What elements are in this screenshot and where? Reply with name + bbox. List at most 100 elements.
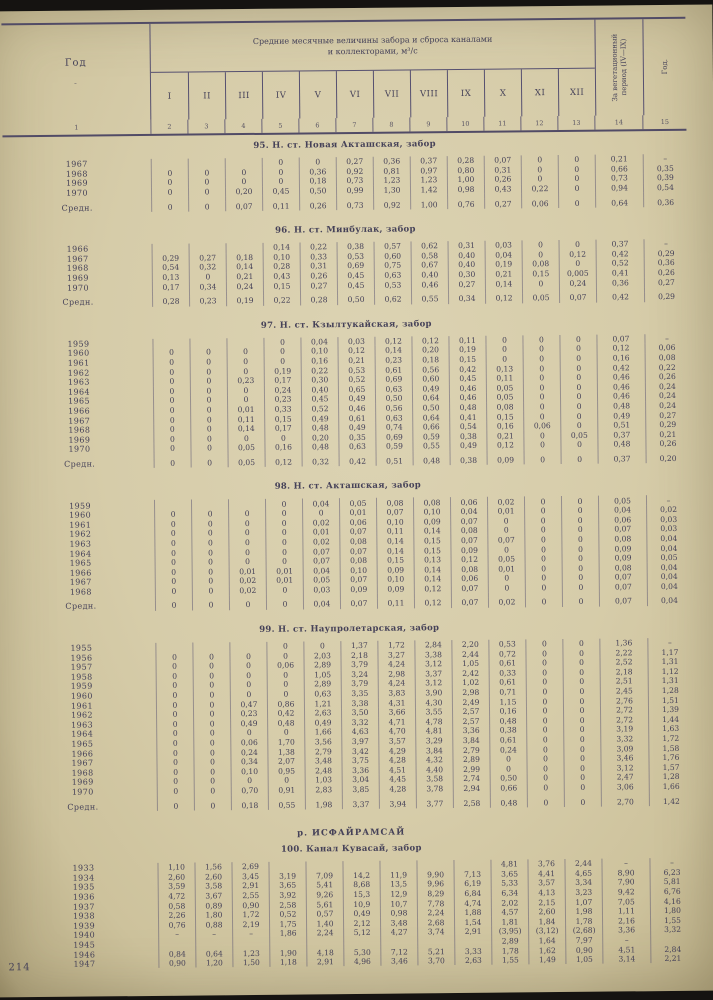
- value-month-II: 0: [191, 547, 229, 558]
- value-month-X: 0,02: [487, 597, 526, 608]
- value-month-V: [306, 937, 344, 948]
- value-vegetation-period: 8,90: [601, 867, 650, 878]
- value-vegetation-period: 0,46: [596, 391, 646, 402]
- value-month-XII: (2,68): [565, 925, 603, 936]
- value-month-I: 0: [156, 747, 194, 758]
- value-month-VIII: 1,00: [410, 199, 448, 210]
- value-month-V: 0,57: [305, 908, 344, 919]
- value-month-VII: 0,81: [372, 166, 410, 176]
- value-vegetation-period: 0,07: [596, 333, 645, 344]
- value-year-mean: 1,17: [647, 647, 692, 658]
- value-month-IV: 0: [265, 556, 303, 567]
- value-month-III: 0: [230, 727, 268, 738]
- value-month-IX: 6,84: [453, 888, 491, 899]
- value-month-VIII: 0,64: [412, 412, 450, 423]
- value-month-X: 2,02: [490, 897, 528, 908]
- value-vegetation-period: 0,52: [595, 258, 644, 269]
- value-vegetation-period: 2,70: [600, 796, 649, 807]
- value-month-VIII: 0,60: [411, 373, 449, 384]
- value-month-IV: [269, 938, 307, 949]
- value-month-IX: 0,12: [450, 554, 488, 565]
- value-month-V: 0,52: [301, 403, 339, 414]
- value-month-VIII: 0,14: [413, 564, 451, 575]
- vegetation-period-column-header: За вегетационный период (IV—IX): [594, 19, 644, 116]
- value-month-XI: 0: [522, 344, 560, 355]
- value-month-IV: 0,55: [267, 799, 305, 810]
- value-month-VII: 0,75: [373, 260, 411, 271]
- value-month-I: 0: [154, 528, 192, 539]
- value-month-II: 0: [189, 385, 227, 396]
- value-month-I: 0: [150, 168, 188, 179]
- value-month-VI: 4,96: [343, 956, 381, 967]
- value-month-XII: 1,98: [564, 906, 602, 917]
- page-number: 214: [8, 962, 31, 974]
- value-month-VII: 3,48: [380, 917, 418, 928]
- value-month-IX: 0,46: [448, 392, 487, 403]
- value-month-VIII: 3,12: [414, 678, 452, 689]
- value-month-IX: 0,09: [450, 544, 488, 555]
- value-month-I: 0: [155, 671, 193, 682]
- value-month-XI: 2,60: [527, 906, 565, 917]
- value-month-III: 0,70: [230, 785, 268, 796]
- value-month-XII: 0: [562, 676, 600, 687]
- value-month-XI: 4,13: [527, 887, 565, 898]
- value-year-mean: 1,72: [648, 733, 693, 744]
- value-vegetation-period: 0,66: [594, 163, 643, 174]
- value-month-VII: 1,72: [377, 640, 415, 651]
- value-month-IV: 0: [267, 727, 305, 738]
- value-month-X: 0: [487, 515, 525, 526]
- value-month-I: 0,28: [152, 296, 190, 307]
- value-month-I: 0: [155, 699, 193, 710]
- value-month-XII: 0: [557, 164, 595, 175]
- value-month-VI: 0,07: [339, 546, 377, 556]
- value-month-IV: 1,75: [269, 918, 307, 929]
- value-month-XII: 0: [562, 648, 600, 658]
- value-month-IV: 1,38: [267, 746, 305, 757]
- value-month-VIII: 0,12: [413, 583, 451, 594]
- value-month-XI: 0: [526, 734, 564, 745]
- year-column-label: Год: [64, 57, 87, 69]
- value-month-V: 9,26: [305, 889, 343, 900]
- value-month-X: 0: [485, 334, 523, 345]
- value-month-XII: 0,05: [560, 430, 598, 441]
- value-month-III: 0: [226, 385, 264, 396]
- value-month-V: 0,04: [301, 498, 340, 509]
- value-month-XII: 0: [562, 638, 600, 649]
- value-month-III: 0: [229, 679, 267, 690]
- value-month-III: 0,18: [225, 252, 263, 263]
- value-month-XII: 0,90: [565, 944, 603, 955]
- value-month-V: 0,49: [304, 717, 342, 728]
- value-month-IV: 0,16: [264, 442, 302, 453]
- value-month-II: 0: [192, 689, 230, 700]
- value-month-VII: 7,12: [380, 946, 418, 957]
- value-month-X: 0,05: [487, 554, 525, 565]
- value-month-I: 0: [155, 661, 193, 672]
- value-month-V: 0,02: [302, 517, 340, 528]
- value-vegetation-period: 7,05: [601, 896, 650, 907]
- value-month-III: 0,02: [228, 585, 266, 596]
- value-month-V: 2,89: [303, 660, 341, 671]
- value-month-VII: 0,74: [375, 422, 413, 433]
- value-month-III: 0: [229, 670, 267, 681]
- value-month-I: 0,13: [151, 272, 189, 283]
- value-month-II: 0: [189, 395, 228, 406]
- value-month-VI: 1,37: [340, 640, 378, 651]
- value-month-VIII: 7,78: [416, 898, 454, 909]
- value-month-XI: 0,15: [521, 268, 559, 279]
- value-month-XI: 0,06: [521, 198, 559, 209]
- value-vegetation-period: 7,90: [601, 877, 650, 888]
- value-month-X: 0,01: [487, 563, 525, 574]
- value-vegetation-period: 0,07: [598, 581, 647, 592]
- value-month-X: 0,53: [488, 639, 526, 650]
- value-month-VII: 0,12: [374, 335, 412, 346]
- value-month-II: 0: [191, 557, 229, 567]
- year-total-label: Год.: [660, 59, 669, 75]
- value-month-III: 0: [228, 600, 267, 610]
- value-year-mean: 4,16: [649, 896, 694, 907]
- value-vegetation-period: 0,94: [594, 182, 644, 194]
- value-year-mean: –: [644, 333, 689, 344]
- value-month-XI: 0: [520, 155, 558, 165]
- value-month-V: 0,04: [300, 336, 338, 347]
- value-month-III: 0,24: [225, 281, 263, 292]
- value-month-XII: 0,005: [558, 268, 596, 279]
